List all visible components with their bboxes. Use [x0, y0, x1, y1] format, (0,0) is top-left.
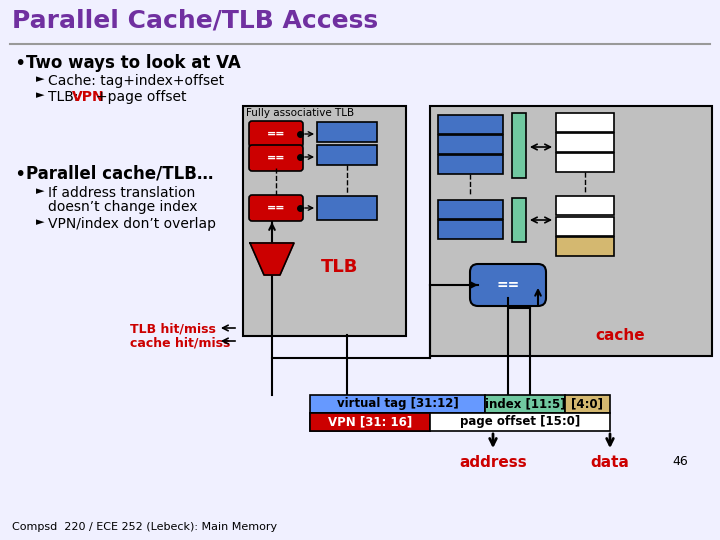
Text: Fully associative TLB: Fully associative TLB [246, 108, 354, 118]
FancyBboxPatch shape [249, 121, 303, 147]
Text: virtual tag [31:12]: virtual tag [31:12] [337, 397, 459, 410]
Bar [512, 198, 526, 242]
Bar [317, 145, 377, 165]
Bar [438, 155, 503, 174]
Text: +page offset: +page offset [96, 90, 186, 104]
Bar [556, 113, 614, 132]
Text: If address translation: If address translation [48, 186, 195, 200]
Text: index [11:5]: index [11:5] [485, 397, 565, 410]
Bar [438, 220, 503, 239]
Text: •: • [14, 165, 25, 184]
Text: Cache: tag+index+offset: Cache: tag+index+offset [48, 74, 224, 88]
Bar [430, 413, 610, 431]
Text: Parallel cache/TLB…: Parallel cache/TLB… [26, 165, 214, 183]
Text: ►: ► [36, 74, 45, 84]
Text: Two ways to look at VA: Two ways to look at VA [26, 54, 240, 72]
Text: Parallel Cache/TLB Access: Parallel Cache/TLB Access [12, 8, 378, 32]
Bar [310, 413, 430, 431]
Text: data: data [590, 455, 629, 470]
Text: ==: == [266, 153, 285, 163]
Text: TLB: TLB [321, 258, 359, 276]
Bar [512, 113, 526, 178]
Bar [438, 115, 503, 134]
Bar [310, 395, 485, 413]
Bar [565, 395, 610, 413]
Text: cache hit/miss: cache hit/miss [130, 336, 230, 349]
Bar [317, 122, 377, 142]
Bar [310, 413, 430, 431]
Bar [556, 153, 614, 172]
Bar [485, 395, 565, 413]
FancyBboxPatch shape [249, 145, 303, 171]
Polygon shape [250, 243, 294, 275]
Text: address: address [459, 455, 527, 470]
Text: VPN: VPN [72, 90, 104, 104]
Text: VPN [31: 16]: VPN [31: 16] [328, 415, 412, 429]
Text: ►: ► [36, 90, 45, 100]
Text: doesn’t change index: doesn’t change index [48, 200, 197, 214]
Text: cache: cache [595, 328, 645, 343]
Text: TLB hit/miss: TLB hit/miss [130, 323, 216, 336]
Text: 46: 46 [672, 455, 688, 468]
FancyBboxPatch shape [470, 264, 546, 306]
Text: VPN/index don’t overlap: VPN/index don’t overlap [48, 217, 216, 231]
Bar [556, 133, 614, 152]
Bar [438, 200, 503, 219]
Text: TLB:: TLB: [48, 90, 83, 104]
FancyBboxPatch shape [249, 195, 303, 221]
Text: ==: == [266, 203, 285, 213]
Text: page offset [15:0]: page offset [15:0] [460, 415, 580, 429]
Bar [438, 135, 503, 154]
Bar [556, 237, 614, 256]
Text: •: • [14, 54, 25, 73]
Text: ==: == [496, 278, 520, 292]
Text: [4:0]: [4:0] [572, 397, 603, 410]
Text: Compsd  220 / ECE 252 (Lebeck): Main Memory: Compsd 220 / ECE 252 (Lebeck): Main Memo… [12, 522, 277, 532]
Bar [243, 106, 406, 336]
Bar [317, 196, 377, 220]
Bar [430, 106, 712, 356]
Bar [556, 217, 614, 236]
Text: ►: ► [36, 217, 45, 227]
Text: ►: ► [36, 186, 45, 196]
Bar [556, 196, 614, 215]
Text: ==: == [266, 129, 285, 139]
